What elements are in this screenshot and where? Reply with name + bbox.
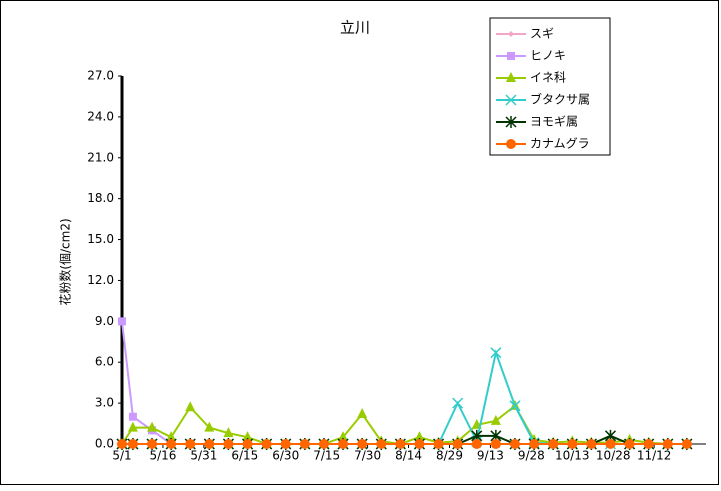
marker — [605, 439, 616, 449]
marker — [118, 317, 126, 326]
chart-title: 立川 — [340, 19, 370, 37]
y-tick-label: 6.0 — [95, 355, 114, 369]
marker — [452, 397, 464, 409]
legend-box — [489, 17, 611, 156]
marker — [506, 72, 516, 82]
marker — [166, 431, 177, 442]
y-tick-label: 12.0 — [87, 273, 114, 287]
marker — [376, 439, 387, 449]
marker — [643, 439, 654, 449]
x-tick-label: 5/1 — [112, 449, 131, 463]
marker — [529, 439, 540, 449]
marker — [505, 94, 517, 106]
marker — [318, 439, 329, 449]
x-tick-label: 10/28 — [596, 449, 631, 463]
y-tick-label: 15.0 — [87, 232, 114, 246]
x-tick-label: 6/30 — [272, 449, 299, 463]
y-tick-label: 21.0 — [87, 150, 114, 164]
y-tick-label: 18.0 — [87, 191, 114, 205]
x-tick-label: 9/28 — [518, 449, 545, 463]
marker — [662, 439, 673, 449]
marker — [452, 439, 463, 449]
legend-label: ヨモギ属 — [530, 115, 578, 129]
marker — [128, 412, 137, 421]
marker — [261, 439, 272, 449]
marker — [509, 439, 520, 449]
marker — [147, 421, 158, 432]
marker — [127, 421, 138, 432]
marker — [490, 439, 501, 449]
x-tick-label: 5/16 — [149, 449, 176, 463]
x-tick-label: 11/12 — [637, 449, 672, 463]
x-tick-label: 6/15 — [231, 449, 258, 463]
marker — [338, 439, 349, 449]
y-axis-label: 花粉数(個/cm2) — [58, 218, 73, 305]
legend-label: ヒノキ — [530, 49, 566, 63]
marker — [299, 439, 310, 449]
marker — [548, 439, 559, 449]
marker — [490, 414, 501, 425]
marker — [117, 439, 127, 449]
marker — [242, 439, 253, 449]
marker — [204, 439, 215, 449]
legend-label: カナムグラ — [530, 137, 590, 151]
marker — [166, 439, 177, 449]
marker — [127, 439, 138, 449]
marker — [357, 408, 368, 419]
marker — [508, 31, 514, 37]
marker — [567, 439, 578, 449]
x-tick-label: 9/13 — [477, 449, 504, 463]
marker — [223, 439, 234, 449]
y-tick-label: 3.0 — [95, 396, 114, 410]
marker — [357, 439, 368, 449]
x-tick-label: 7/15 — [313, 449, 340, 463]
y-tick-label: 0.0 — [95, 437, 114, 451]
marker — [505, 116, 517, 128]
marker — [395, 439, 406, 449]
marker — [506, 139, 516, 149]
marker — [471, 439, 482, 449]
x-tick-label: 8/14 — [395, 449, 422, 463]
y-tick-label: 24.0 — [87, 109, 114, 123]
marker — [414, 439, 425, 449]
y-tick-label: 9.0 — [95, 314, 114, 328]
marker — [338, 431, 349, 442]
marker — [433, 439, 444, 449]
x-tick-label: 7/30 — [354, 449, 381, 463]
marker — [681, 439, 692, 449]
x-tick-label: 10/13 — [555, 449, 590, 463]
marker — [185, 401, 196, 412]
marker — [414, 431, 425, 442]
marker — [204, 421, 215, 432]
x-tick-label: 8/29 — [436, 449, 463, 463]
marker — [507, 52, 515, 60]
marker — [624, 439, 635, 449]
x-tick-label: 5/31 — [190, 449, 217, 463]
marker — [509, 400, 521, 412]
marker — [490, 347, 502, 359]
marker — [280, 439, 291, 449]
marker — [586, 439, 597, 449]
y-tick-label: 27.0 — [87, 69, 114, 83]
marker — [147, 439, 158, 449]
legend-label: ブタクサ属 — [530, 92, 590, 107]
legend-label: イネ科 — [530, 71, 566, 85]
marker — [185, 439, 196, 449]
legend-label: スギ — [530, 27, 554, 41]
marker — [223, 427, 234, 438]
marker — [242, 431, 253, 442]
